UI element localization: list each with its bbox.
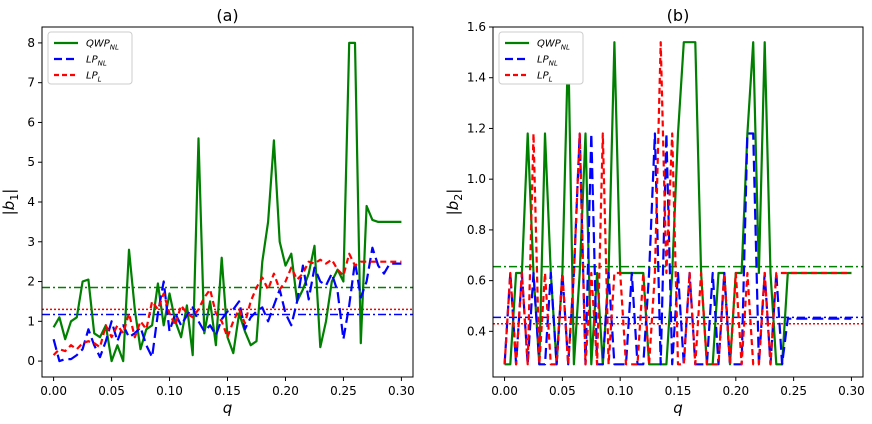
chart-title: (b): [667, 6, 690, 25]
y-tick-label: 7: [27, 76, 35, 90]
x-tick-label: 0.05: [549, 384, 576, 398]
legend-label: QWPNL: [537, 39, 570, 52]
y-tick-label: 3: [27, 235, 35, 249]
y-tick-label: 8: [27, 36, 35, 50]
y-tick-label: 4: [27, 195, 35, 209]
x-tick-label: 0.15: [214, 384, 241, 398]
x-tick-label: 0.30: [838, 384, 865, 398]
x-tick-label: 0.05: [98, 384, 125, 398]
y-tick-label: 1.0: [467, 172, 486, 186]
y-axis-label: |b2|: [444, 189, 465, 216]
series-line: [52, 246, 402, 363]
series-line: [503, 41, 852, 366]
legend: QWPNL LPNL LPL: [498, 31, 584, 85]
x-tick-label: 0.25: [330, 384, 357, 398]
x-tick-label: 0.00: [40, 384, 67, 398]
chart-title: (a): [216, 6, 238, 25]
y-tick-label: 5: [27, 155, 35, 169]
y-tick-label: 1: [27, 314, 35, 328]
series-line: [504, 41, 852, 366]
panel-b: 0.00 0.05 0.10 0.15 0.20 0.25 0.30 0.4 0.6 0.8 1.0…: [444, 6, 865, 417]
x-axis-label: q: [223, 399, 233, 417]
x-tick-label: 0.00: [491, 384, 518, 398]
y-axis-label: |b1|: [0, 189, 21, 216]
x-tick-label: 0.20: [272, 384, 299, 398]
y-tick-label: 1.4: [467, 71, 486, 85]
legend-box: [47, 31, 133, 85]
y-tick-label: 6: [27, 115, 35, 129]
y-tick-label: 1.6: [467, 20, 486, 34]
series-line: [52, 41, 402, 363]
x-tick-label: 0.30: [388, 384, 415, 398]
y-tick-label: 2: [27, 275, 35, 289]
x-axis-label: q: [673, 399, 683, 417]
legend-label: LPNL: [86, 55, 107, 68]
legend-box: [498, 31, 584, 85]
y-tick-label: 0.6: [467, 274, 486, 288]
x-tick-label: 0.10: [156, 384, 183, 398]
x-tick-label: 0.25: [780, 384, 807, 398]
y-tick-label: 0: [27, 354, 35, 368]
y-tick-label: 0.4: [467, 324, 486, 338]
legend-label: LPNL: [537, 55, 558, 68]
legend-label: LPL: [86, 71, 102, 84]
legend: QWPNL LPNL LPL: [47, 31, 133, 85]
legend-label: QWPNL: [86, 39, 119, 52]
x-tick-label: 0.10: [607, 384, 634, 398]
panel-a: 0.00 0.05 0.10 0.15 0.20 0.25 0.30 0 1 2 3 4 5 6 7 8 (a)…: [0, 6, 415, 417]
y-tick-label: 1.2: [467, 121, 486, 135]
series-line: [52, 252, 402, 356]
series-line: [503, 132, 852, 366]
x-tick-label: 0.20: [722, 384, 749, 398]
x-tick-label: 0.15: [665, 384, 692, 398]
y-tick-label: 0.8: [467, 223, 486, 237]
legend-label: LPL: [537, 71, 553, 84]
